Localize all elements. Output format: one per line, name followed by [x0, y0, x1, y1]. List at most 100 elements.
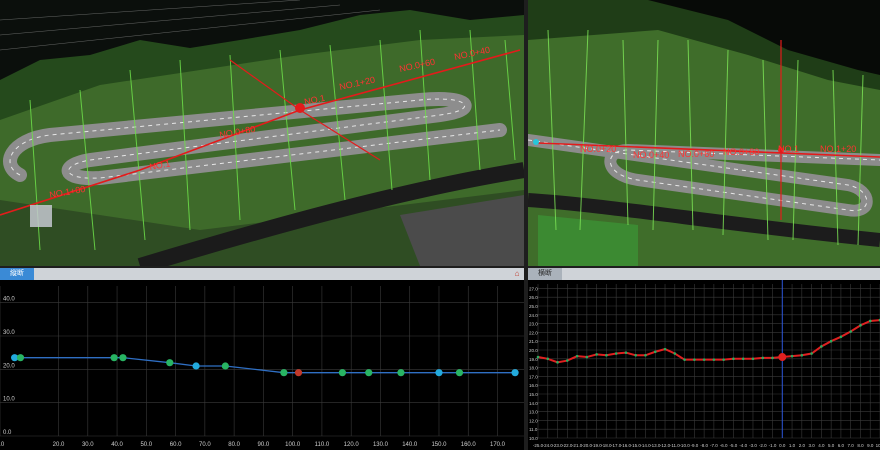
x-tick-label: 40.0 [111, 442, 123, 448]
x-tick-label: 1.0 [789, 443, 796, 448]
x-tick-label: -8.0 [700, 443, 708, 448]
y-tick-label: 24.0 [529, 313, 538, 318]
x-tick-label: 10.0 [876, 443, 880, 448]
tree-line [528, 0, 880, 90]
cross-point [732, 357, 735, 361]
x-tick-label: 120.0 [344, 442, 360, 448]
station-label: NO.1 [149, 158, 171, 171]
x-tick-label: -7.0 [710, 443, 718, 448]
cross-point [575, 354, 579, 358]
y-tick-label: 26.0 [529, 295, 538, 300]
y-tick-label: 11.0 [529, 427, 538, 432]
profile-point[interactable] [455, 369, 464, 377]
x-tick-label: -9.0 [690, 443, 698, 448]
y-tick-label: 0.0 [3, 430, 12, 436]
x-tick-label: -21.0 [572, 443, 583, 448]
station-labels: NO.0+20 NO.0+40 NO.0+60 NO.0+80 NO.1 NO.… [580, 144, 856, 160]
x-tick-label: -1.0 [769, 443, 777, 448]
tree-line [0, 10, 524, 120]
y-tick-label: 20.0 [3, 363, 15, 369]
cross-point [790, 354, 794, 358]
3d-view-left[interactable]: NO.1+00 NO.1 NO.0+80 NO.1 NO.1+20 NO.0+6… [0, 0, 524, 266]
y-tick-label: 16.0 [529, 383, 538, 388]
y-tick-label: 14.0 [529, 401, 538, 406]
y-tick-label: 27.0 [529, 286, 538, 291]
cross-point [585, 355, 589, 359]
cross-section-chart[interactable]: 27.0 26.0 25.0 24.0 23.0 22.0 21.0 20.0 19.0 18.0… [528, 280, 880, 450]
cross-section-lines [547, 29, 864, 246]
x-tick-label: -20.0 [582, 443, 593, 448]
3d-scene-right: NO.0+20 NO.0+40 NO.0+60 NO.0+80 NO.1 NO.… [528, 0, 880, 266]
profile-point[interactable] [294, 369, 303, 377]
tab-cross-section[interactable]: 横断 [528, 268, 562, 280]
alignment-line [0, 49, 521, 216]
profile-point[interactable] [119, 354, 127, 362]
y-tick-label: 19.0 [529, 357, 538, 362]
cross-section-panel[interactable]: 横断 27.0 26.0 25.0 24.0 23.0 22.0 21.0 20.0 19.0 1… [528, 268, 880, 450]
profile-point[interactable] [435, 369, 443, 377]
position-cube [30, 205, 52, 227]
y-tick-label: 20.0 [529, 348, 538, 353]
cross-point [820, 345, 823, 348]
profile-point[interactable] [338, 369, 347, 377]
x-tick-label: 9.0 [867, 443, 874, 448]
field [538, 215, 638, 266]
profile-point[interactable] [221, 362, 229, 370]
cross-point [624, 351, 628, 354]
profile-point[interactable] [397, 369, 405, 377]
profile-point[interactable] [166, 359, 174, 367]
x-tick-label: 140.0 [402, 442, 418, 448]
x-tick-label: 80.0 [228, 442, 240, 448]
cross-point [566, 359, 569, 362]
x-tick-label: 0.0 [779, 443, 786, 448]
cross-point [556, 361, 559, 364]
profile-point[interactable] [280, 369, 288, 377]
center-point[interactable] [778, 353, 787, 362]
x-tick-label: -14.0 [640, 443, 651, 448]
x-tick-label: -5.0 [730, 443, 738, 448]
x-tick-label: -2.0 [759, 443, 767, 448]
longitudinal-profile-panel[interactable]: 縦断 ⌂ 40.030.020.010.00.0 0.020.030.040.0… [0, 268, 524, 450]
cross-point [800, 353, 804, 357]
cross-tabbar: 横断 [528, 268, 880, 280]
profile-point[interactable] [192, 362, 200, 370]
x-tick-label: -15.0 [631, 443, 642, 448]
road [3, 92, 507, 186]
station-label: NO.0+20 [580, 144, 616, 154]
x-tick-label: 7.0 [848, 443, 855, 448]
longitudinal-y-ticks: 40.0 30.0 20.0 10.0 0.0 [3, 297, 15, 436]
longitudinal-grid [0, 286, 524, 437]
station-label: NO.1+20 [820, 144, 856, 154]
home-icon[interactable]: ⌂ [514, 269, 520, 278]
y-tick-label: 13.0 [529, 410, 538, 415]
x-tick-label: -4.0 [739, 443, 747, 448]
x-tick-label: 5.0 [828, 443, 835, 448]
profile-point[interactable] [16, 354, 25, 362]
x-tick-label: 60.0 [170, 442, 182, 448]
y-tick-label: 23.0 [529, 322, 538, 327]
cross-point [663, 347, 667, 351]
cross-point [741, 357, 745, 361]
profile-point[interactable] [11, 354, 19, 362]
longitudinal-chart[interactable]: 40.0 30.0 20.0 10.0 0.0 0.0 20.0 30.0 40.0 50.0 6… [0, 280, 524, 450]
x-tick-label: 100.0 [285, 442, 301, 448]
x-tick-label: 6.0 [838, 443, 845, 448]
3d-view-right[interactable]: NO.0+20 NO.0+40 NO.0+60 NO.0+80 NO.1 NO.… [528, 0, 880, 266]
profile-point[interactable] [511, 369, 519, 377]
x-tick-label: -10.0 [679, 443, 690, 448]
tab-longitudinal[interactable]: 縦断 [0, 268, 34, 280]
x-tick-label: -12.0 [660, 443, 671, 448]
x-tick-label: -6.0 [720, 443, 728, 448]
x-tick-label: 130.0 [373, 442, 389, 448]
station-label: NO.0+40 [633, 150, 669, 160]
cross-point [595, 353, 598, 356]
cross-point [868, 319, 872, 323]
x-tick-label: -23.0 [552, 443, 563, 448]
selected-station-point [295, 103, 305, 113]
cross-y-ticks: 27.0 26.0 25.0 24.0 23.0 22.0 21.0 20.0 19.0 18.0… [529, 286, 538, 441]
y-tick-label: 10.0 [3, 397, 15, 403]
profile-point[interactable] [365, 369, 373, 377]
profile-point[interactable] [110, 354, 118, 362]
cross-point [536, 355, 540, 359]
alignment-line [537, 142, 880, 158]
